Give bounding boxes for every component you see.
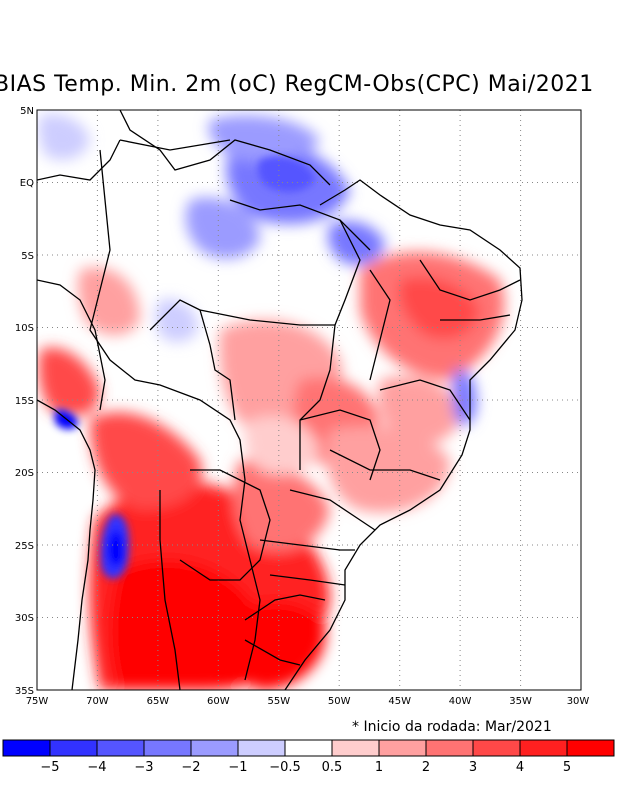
colorbar-swatch <box>378 739 427 757</box>
colorbar-label: −1 <box>228 760 247 775</box>
bias-region-northeast2 <box>398 276 480 339</box>
border-state-rs <box>244 594 326 621</box>
colorbar-swatch <box>519 739 568 757</box>
bias-region-maranhao <box>328 221 385 265</box>
colorbar-swatch <box>566 739 615 757</box>
colorbar-swatch <box>2 739 51 757</box>
border-state-pe <box>440 314 511 321</box>
bias-region-bolivia <box>155 299 199 342</box>
colorbar-label: −4 <box>87 760 106 775</box>
bias-region-para <box>185 197 260 259</box>
border-state-mg <box>329 449 441 481</box>
lon-label: 50W <box>328 696 351 707</box>
lat-label: 15S <box>15 396 34 407</box>
lon-label: 70W <box>86 696 109 707</box>
border-peru <box>37 279 106 411</box>
plot-frame <box>36 109 582 691</box>
lat-label: EQ <box>20 178 34 189</box>
bias-region-bahia <box>378 376 460 444</box>
border-paraguay <box>179 469 271 581</box>
border-state-piaui <box>369 269 391 381</box>
lon-label: 45W <box>388 696 411 707</box>
run-start-note: * Inicio da rodada: Mar/2021 <box>352 719 552 735</box>
border-argentina <box>159 490 181 690</box>
lat-label: 5S <box>21 251 34 262</box>
borders <box>37 110 523 690</box>
border-bolivia <box>149 299 236 421</box>
border-brazil-west <box>89 149 261 681</box>
border-state-para <box>334 219 361 326</box>
bias-region-chaco <box>90 412 202 510</box>
colorbar-label: 3 <box>469 760 477 775</box>
colorbar-label: 2 <box>422 760 430 775</box>
coastline-east <box>284 179 523 690</box>
border-state-bahia <box>379 379 471 421</box>
colorbar-label: −2 <box>181 760 200 775</box>
lon-label: 65W <box>147 696 170 707</box>
border-state-sc <box>269 574 346 586</box>
bias-region-parana <box>233 460 330 552</box>
lon-label: 35W <box>509 696 532 707</box>
border-uruguay <box>244 639 301 666</box>
bias-region-far-south <box>196 616 265 675</box>
colorbar-swatch <box>284 739 333 757</box>
bias-region-peru <box>38 347 100 416</box>
border-state-goias <box>299 409 381 481</box>
colorbar-swatch <box>425 739 474 757</box>
gridlines <box>37 110 581 690</box>
colorbar-label: 1 <box>375 760 383 775</box>
colorbar-swatch <box>190 739 239 757</box>
colorbar-swatch <box>143 739 192 757</box>
border-state-amazonas <box>229 199 371 251</box>
border-state-sp <box>289 489 376 531</box>
bias-region-mg <box>244 416 320 475</box>
bias-region-rgs <box>235 601 326 690</box>
lat-label: 30S <box>15 613 34 624</box>
colorbar-label: 5 <box>563 760 571 775</box>
bias-region-andes-cold-core <box>107 530 125 567</box>
border-colombia <box>37 139 121 181</box>
bias-region-amazon-north <box>208 115 320 162</box>
colorbar <box>2 739 615 757</box>
bias-region-colombia <box>38 113 90 160</box>
colorbar-swatch <box>237 739 286 757</box>
colorbar-labels: −5 −4 −3 −2 −1 −0.5 0.5 1 2 3 4 5 <box>40 760 571 775</box>
lat-axis: 5N EQ 5S 10S 15S 20S 25S 30S 35S <box>15 106 34 697</box>
lat-label: 35S <box>15 686 34 697</box>
colorbar-label: 4 <box>516 760 524 775</box>
colorbar-label: −5 <box>40 760 59 775</box>
lon-label: 40W <box>449 696 472 707</box>
colorbar-swatch <box>472 739 521 757</box>
lat-label: 5N <box>20 106 34 117</box>
colorbar-swatch <box>96 739 145 757</box>
colorbar-swatch <box>331 739 380 757</box>
lon-label: 30W <box>567 696 590 707</box>
coastline-west <box>37 399 96 690</box>
lon-label: 75W <box>26 696 49 707</box>
lon-label: 55W <box>267 696 290 707</box>
lat-label: 10S <box>15 323 34 334</box>
border-state-mt <box>199 309 336 470</box>
bias-field <box>38 113 505 690</box>
border-state-ne <box>419 259 521 301</box>
colorbar-label: −3 <box>134 760 153 775</box>
border-state-pr <box>259 539 355 551</box>
colorbar-swatch <box>49 739 98 757</box>
border-venezuela <box>119 139 231 151</box>
coastline-north <box>119 110 331 186</box>
colorbar-label: 0.5 <box>322 760 343 775</box>
map-title: BIAS Temp. Min. 2m (oC) RegCM-Obs(CPC) M… <box>0 72 594 97</box>
lon-label: 60W <box>207 696 230 707</box>
lat-label: 25S <box>15 541 34 552</box>
lat-label: 20S <box>15 468 34 479</box>
colorbar-label: −0.5 <box>269 760 301 775</box>
lon-axis: 75W 70W 65W 60W 55W 50W 45W 40W 35W 30W <box>26 696 590 707</box>
